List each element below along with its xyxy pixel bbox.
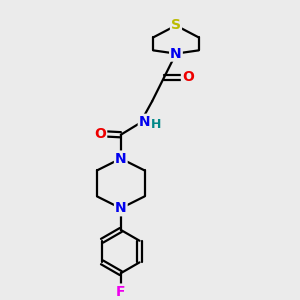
Text: S: S <box>171 19 181 32</box>
Text: N: N <box>139 115 150 129</box>
Text: O: O <box>182 70 194 84</box>
Text: F: F <box>116 285 125 298</box>
Text: O: O <box>94 127 106 141</box>
Text: H: H <box>151 118 161 131</box>
Text: N: N <box>115 201 127 215</box>
Text: N: N <box>115 152 127 166</box>
Text: N: N <box>170 46 182 61</box>
